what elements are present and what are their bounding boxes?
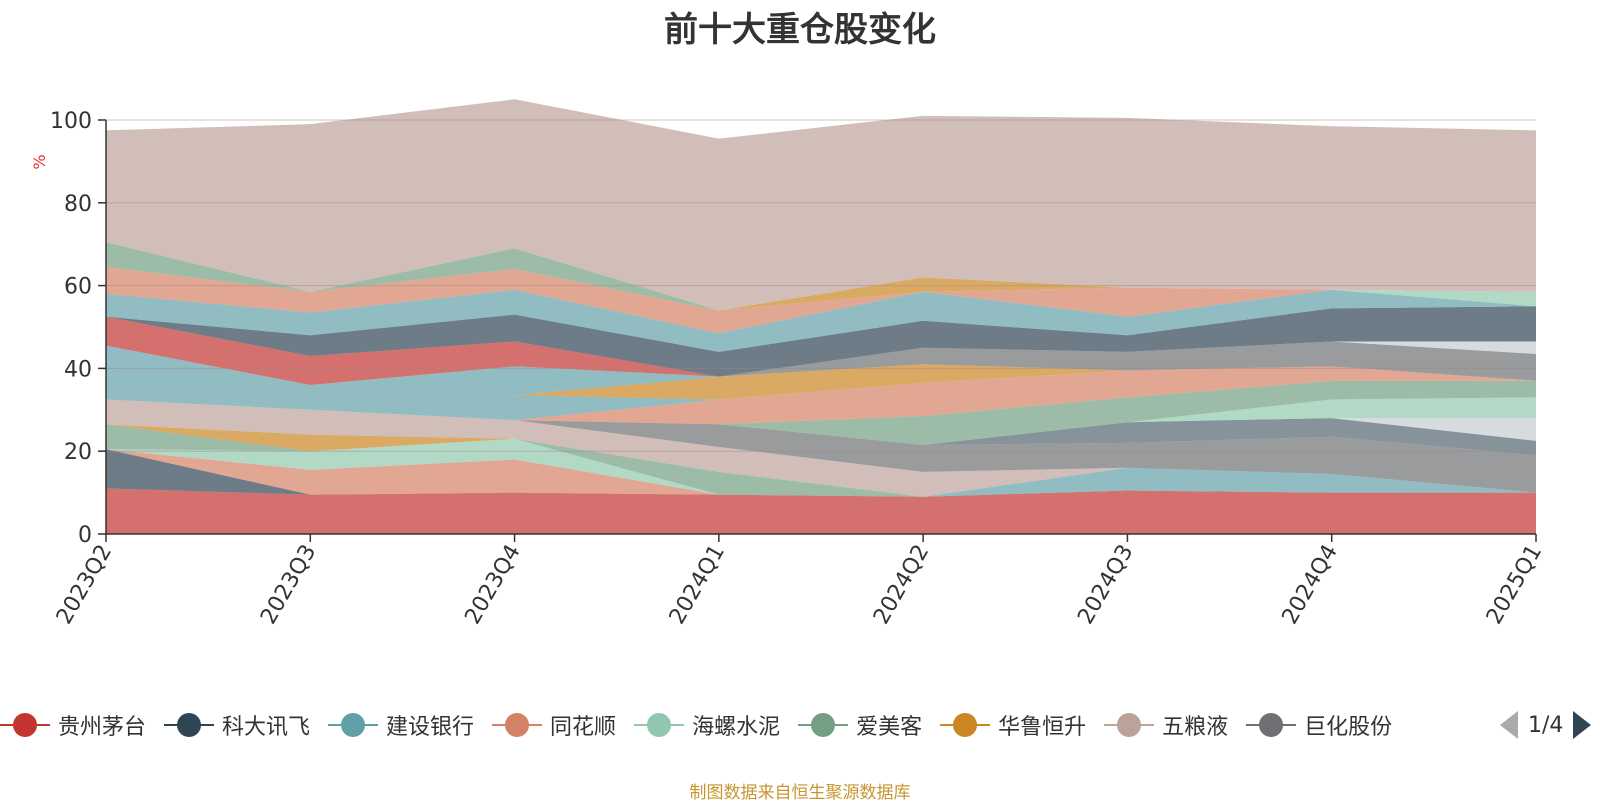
legend-marker-icon [940, 713, 991, 737]
legend-marker-icon [634, 713, 685, 737]
chart-title: 前十大重仓股变化 [664, 10, 936, 50]
x-tick-label: 2024Q2 [869, 541, 934, 629]
area-layer [106, 99, 1536, 311]
legend-label: 海螺水泥 [692, 715, 781, 740]
area-layer [106, 488, 1536, 534]
legend-pager: 1/4 [1500, 708, 1592, 742]
x-tick-label: 2023Q3 [256, 541, 321, 629]
legend-prev-page-icon[interactable] [1500, 711, 1518, 739]
legend-marker-icon [1104, 713, 1155, 737]
y-tick-label: 60 [64, 275, 92, 300]
legend-item[interactable]: 科大讯飞 [164, 709, 310, 741]
legend-clip: 贵州茅台 科大讯飞 建设银行 同花顺 海螺水泥 爱美客 华鲁恒升 五粮液 巨化股份 [0, 708, 1482, 742]
legend-item[interactable]: 贵州茅台 [0, 709, 146, 741]
legend-label: 建设银行 [386, 715, 475, 740]
area-layer [106, 380, 1536, 445]
area-layer [106, 316, 1536, 385]
x-tick-label: 2023Q2 [52, 541, 117, 629]
grid-lines [106, 119, 1536, 452]
legend-next-page-icon[interactable] [1573, 711, 1592, 739]
y-axis-unit-label: % [30, 154, 49, 169]
legend-item[interactable]: 爱美客 [798, 709, 922, 741]
source-note: 制图数据来自恒生聚源数据库 [689, 783, 911, 803]
x-tick-label: 2023Q4 [460, 541, 525, 629]
area-layer [106, 397, 1536, 445]
legend-label: 贵州茅台 [58, 715, 147, 740]
legend-marker-icon [0, 713, 50, 737]
area-layer [106, 306, 1536, 377]
legend-item[interactable]: 五粮液 [1104, 709, 1228, 741]
legend-item[interactable]: 海螺水泥 [634, 709, 780, 741]
legend-marker-icon [798, 713, 849, 737]
x-tick-label: 2025Q1 [1482, 541, 1547, 629]
legend-label: 巨化股份 [1304, 715, 1393, 740]
area-layer [106, 366, 1536, 421]
area-layer [106, 399, 1536, 497]
y-tick-label: 40 [64, 357, 92, 382]
area-layer [106, 242, 1536, 311]
legend-label: 科大讯飞 [222, 715, 311, 740]
legend-marker-icon [164, 713, 215, 737]
legend-label: 五粮液 [1162, 715, 1229, 740]
legend-marker-icon [1246, 713, 1297, 737]
x-tick-label: 2024Q3 [1073, 541, 1138, 629]
x-tick-label: 2024Q4 [1278, 541, 1343, 629]
y-tick-label: 0 [78, 523, 92, 548]
area-layers [106, 99, 1536, 534]
area-layer [106, 449, 1536, 497]
legend-items: 贵州茅台 科大讯飞 建设银行 同花顺 海螺水泥 爱美客 华鲁恒升 五粮液 巨化股份 [0, 708, 1410, 742]
area-layer [106, 449, 1536, 497]
legend-item[interactable]: 巨化股份 [1246, 709, 1392, 741]
area-layer [106, 438, 1536, 497]
area-layer [106, 399, 1536, 456]
x-tick-label: 2024Q1 [665, 541, 730, 629]
legend-label: 华鲁恒升 [998, 715, 1087, 740]
y-tick-label: 80 [64, 192, 92, 217]
area-layer [106, 266, 1536, 334]
stacked-area-chart: 0 20 40 60 80 100 2023Q2 2023Q3 2023Q4 2024Q1 2024… [30, 99, 1547, 629]
legend-marker-icon [492, 713, 543, 737]
legend-label: 同花顺 [550, 715, 617, 740]
legend-item[interactable]: 华鲁恒升 [940, 709, 1086, 741]
legend-label: 爱美客 [856, 715, 923, 740]
area-layer [106, 341, 1536, 410]
area-layer [106, 449, 1536, 497]
area-layer [106, 364, 1536, 410]
area-layer [106, 399, 1536, 493]
legend-item[interactable]: 建设银行 [328, 709, 474, 741]
legend-marker-icon [328, 713, 379, 737]
area-layer [106, 341, 1536, 410]
legend-page-indicator: 1/4 [1528, 712, 1564, 738]
area-layer [106, 366, 1536, 425]
legend-item[interactable]: 同花顺 [492, 709, 616, 741]
area-layer [106, 289, 1536, 352]
y-tick-label: 100 [50, 109, 92, 134]
y-tick-label: 20 [64, 440, 92, 465]
